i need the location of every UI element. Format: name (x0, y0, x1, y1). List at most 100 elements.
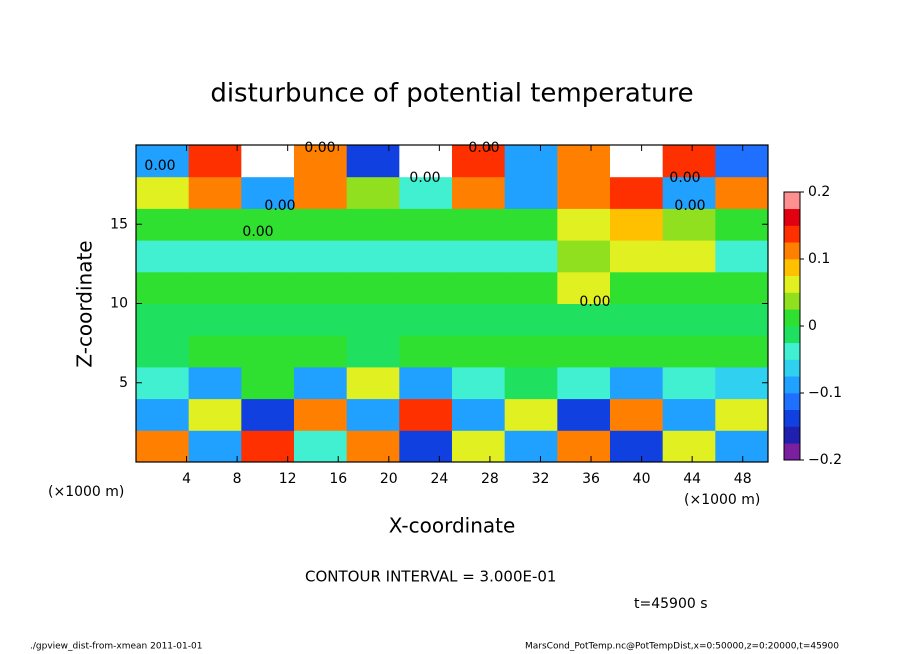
cell (504, 398, 558, 431)
colorbar-swatch (784, 292, 800, 310)
cell (715, 366, 769, 400)
cell (715, 303, 769, 336)
colorbar-swatch (784, 225, 800, 243)
cell (452, 398, 506, 431)
cell (294, 176, 348, 209)
cell (610, 176, 664, 209)
cell (662, 208, 716, 241)
cell (504, 366, 558, 400)
cell (557, 208, 611, 241)
cell (399, 335, 453, 368)
cell (294, 303, 348, 336)
cell (504, 430, 558, 463)
contour-label: 0.00 (674, 198, 705, 214)
cell (241, 176, 295, 209)
cell (452, 145, 506, 178)
cell (399, 145, 453, 178)
cell (610, 303, 664, 336)
cell (294, 335, 348, 368)
x-tick-label: 16 (329, 471, 347, 487)
cell (188, 240, 242, 273)
cell (610, 145, 664, 178)
colorbar-swatch (784, 409, 800, 427)
cell (504, 145, 558, 178)
contour-label: 0.00 (264, 198, 295, 214)
colorbar-tick-label: −0.1 (808, 385, 842, 401)
contour-label: 0.00 (144, 158, 175, 174)
cell (715, 271, 769, 304)
x-tick-label: 36 (582, 471, 600, 487)
cell (715, 335, 769, 368)
cell (610, 208, 664, 241)
cell (136, 208, 190, 241)
cell (715, 398, 769, 431)
cell (241, 398, 295, 431)
colorbar-swatch (784, 192, 800, 210)
cell (662, 240, 716, 273)
colorbar-swatch (784, 326, 800, 344)
x-axis-label: X-coordinate (389, 514, 516, 538)
cell (136, 176, 190, 209)
cell (188, 366, 242, 400)
y-axis-label: Z-coordinate (73, 240, 97, 367)
cell (241, 303, 295, 336)
cell (136, 303, 190, 336)
contour-label: 0.00 (409, 170, 440, 186)
cell (188, 208, 242, 241)
cell (294, 430, 348, 463)
cell (610, 240, 664, 273)
cell (452, 271, 506, 304)
colorbar-tick-label: 0 (808, 318, 817, 334)
cell (715, 240, 769, 273)
contour-label: 0.00 (669, 170, 700, 186)
cell (662, 176, 716, 209)
cell (662, 430, 716, 463)
cell (557, 271, 611, 304)
colorbar-swatch (784, 426, 800, 444)
colorbar-swatch (784, 259, 800, 277)
cell (346, 145, 400, 178)
cell (346, 271, 400, 304)
cell (504, 303, 558, 336)
cell (715, 176, 769, 209)
cell (557, 430, 611, 463)
cell (136, 240, 190, 273)
y-tick-label: 10 (110, 296, 128, 312)
cell (399, 430, 453, 463)
cell (662, 271, 716, 304)
cell (504, 335, 558, 368)
cell (241, 366, 295, 400)
cell (399, 176, 453, 209)
cell (399, 303, 453, 336)
cell (294, 208, 348, 241)
cell (715, 145, 769, 178)
colorbar-swatch (784, 443, 800, 461)
colorbar-swatch (784, 275, 800, 293)
cell (241, 145, 295, 178)
cell (399, 366, 453, 400)
cell (346, 208, 400, 241)
chart-title: disturbunce of potential temperature (210, 79, 693, 109)
cell (241, 271, 295, 304)
cell (399, 271, 453, 304)
cell (557, 335, 611, 368)
colorbar-tick-label: 0.1 (808, 251, 830, 267)
cell (557, 176, 611, 209)
cell (136, 271, 190, 304)
x-tick-label: 24 (430, 471, 448, 487)
cell (452, 208, 506, 241)
cell (188, 398, 242, 431)
cell (136, 430, 190, 463)
cell (452, 335, 506, 368)
cell (294, 366, 348, 400)
cell (346, 176, 400, 209)
x-tick-label: 20 (380, 471, 398, 487)
cell (504, 176, 558, 209)
cell (557, 145, 611, 178)
colorbar-swatch (784, 242, 800, 260)
cell (715, 430, 769, 463)
cell (188, 145, 242, 178)
cell (557, 366, 611, 400)
cell (241, 430, 295, 463)
